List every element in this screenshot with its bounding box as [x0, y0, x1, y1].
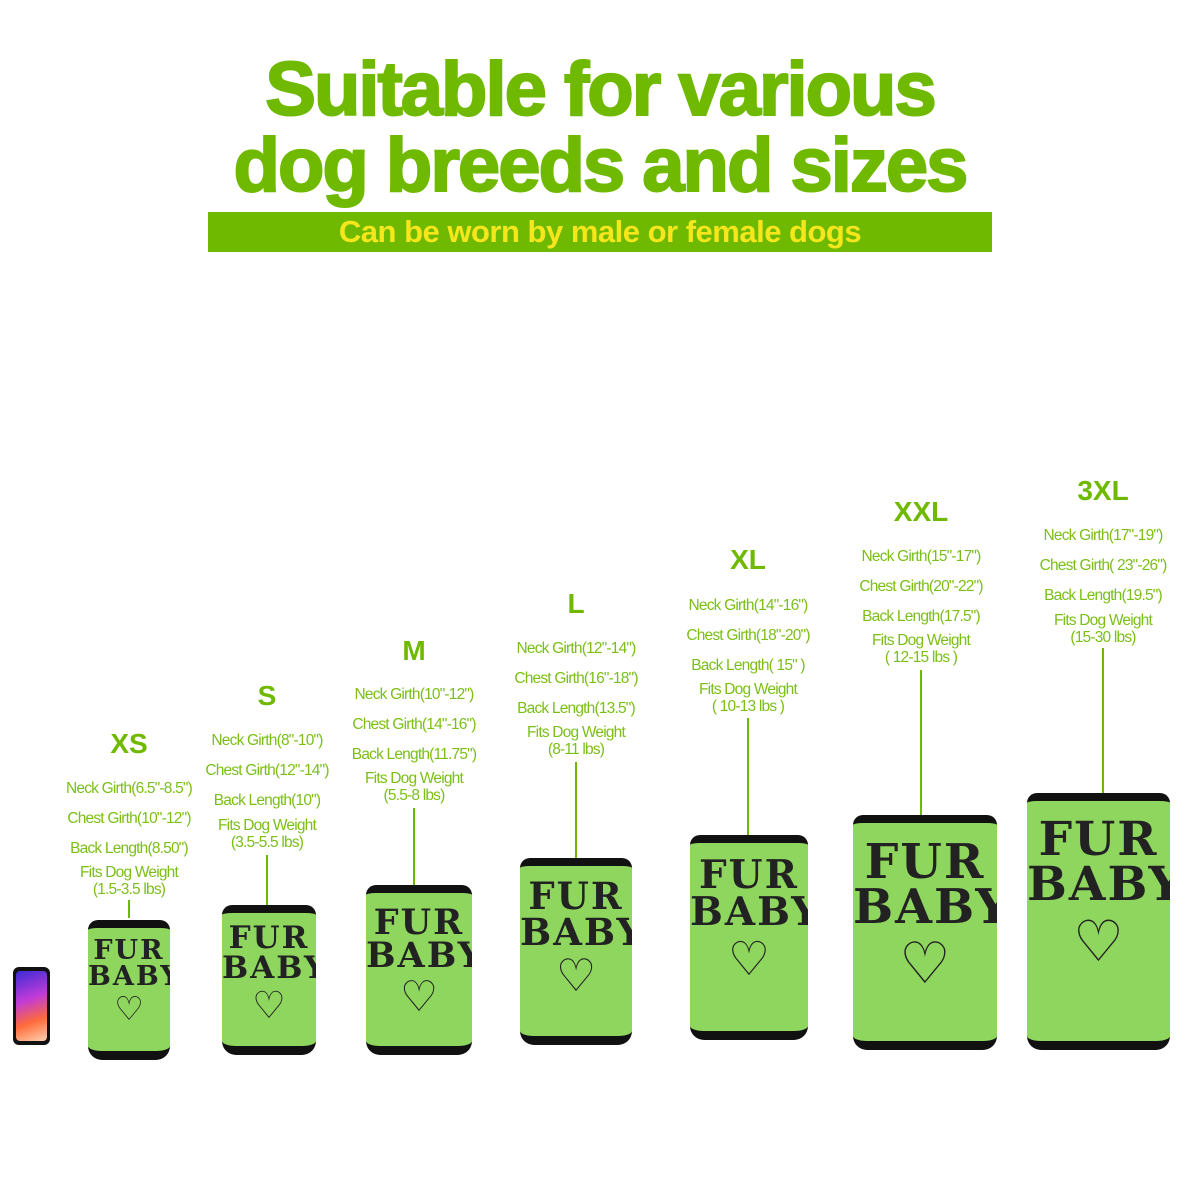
heart-icon: ♡ [899, 932, 951, 997]
neck-girth: Neck Girth(8"-10") [211, 732, 323, 749]
size-label: 3XL [1077, 475, 1129, 506]
pointer-line [128, 900, 130, 918]
phone-scale-reference-icon [13, 967, 50, 1045]
print-line-2: BABY [88, 960, 170, 992]
print-line-1: FUR [528, 874, 624, 919]
print-line-1: FUR [1038, 812, 1159, 868]
weight-range: ( 12-15 lbs ) [884, 649, 958, 666]
back-length: Back Length(8.50") [70, 840, 189, 857]
neck-girth: Neck Girth(15"-17") [861, 548, 982, 565]
weight-label: Fits Dog Weight [699, 681, 798, 698]
back-length: Back Length(11.75") [351, 746, 477, 763]
size-label: S [257, 680, 277, 711]
weight-label: Fits Dog Weight [1054, 612, 1153, 629]
heart-icon: ♡ [1072, 909, 1125, 974]
neck-girth: Neck Girth(14"-16") [688, 597, 809, 614]
chest-girth: Chest Girth(14"-16") [352, 716, 476, 733]
print-line-1: FUR [228, 920, 310, 957]
print-line-1: FUR [699, 852, 799, 899]
pointer-line [920, 670, 922, 817]
back-length: Back Length( 15" ) [691, 657, 805, 674]
back-length: Back Length(10") [213, 792, 321, 809]
back-length: Back Length(17.5") [862, 608, 981, 625]
weight-label: Fits Dog Weight [80, 864, 179, 881]
back-length: Back Length(19.5") [1044, 587, 1163, 604]
print-line-2: BABY [853, 879, 997, 936]
print-line-1: FUR [864, 834, 986, 891]
print-line-2: BABY [520, 909, 632, 954]
print-line-2: BABY [366, 934, 472, 976]
subtitle-banner: Can be worn by male or female dogs [208, 212, 992, 252]
pointer-line [413, 808, 415, 887]
neck-girth: Neck Girth(6.5"-8.5") [66, 780, 193, 797]
weight-label: Fits Dog Weight [365, 770, 464, 787]
weight-label: Fits Dog Weight [872, 632, 971, 649]
chest-girth: Chest Girth(12"-14") [205, 762, 329, 779]
chest-girth: Chest Girth(10"-12") [67, 810, 191, 827]
heart-icon: ♡ [399, 973, 438, 1021]
print-line-2: BABY [690, 889, 808, 936]
size-label: XS [110, 728, 148, 759]
headline-line-2: dog breeds and sizes [233, 123, 970, 208]
neck-girth: Neck Girth(10"-12") [354, 686, 475, 703]
chest-girth: Chest Girth(20"-22") [859, 578, 983, 595]
heart-icon: ♡ [555, 951, 597, 1002]
weight-range: (3.5-5.5 lbs) [230, 834, 304, 851]
weight-range: (5.5-8 lbs) [383, 787, 446, 804]
pointer-line [1102, 648, 1104, 795]
pointer-line [747, 718, 749, 837]
weight-label: Fits Dog Weight [527, 724, 626, 741]
chest-girth: Chest Girth(18"-20") [686, 627, 810, 644]
size-label: XL [730, 544, 766, 575]
back-length: Back Length(13.5") [517, 700, 636, 717]
headline-line-1: Suitable for various [264, 47, 938, 132]
chest-girth: Chest Girth( 23"-26") [1039, 557, 1168, 574]
weight-label: Fits Dog Weight [218, 817, 317, 834]
size-label: XXL [893, 496, 949, 527]
pointer-line [575, 762, 577, 860]
print-line-2: BABY [222, 949, 316, 986]
print-line-1: FUR [373, 901, 465, 943]
pointer-line [266, 855, 268, 907]
print-line-2: BABY [1027, 856, 1170, 912]
heart-icon: ♡ [114, 989, 144, 1027]
print-line-1: FUR [93, 934, 165, 966]
weight-range: ( 10-13 lbs ) [711, 698, 785, 715]
heart-icon: ♡ [727, 932, 771, 986]
heart-icon: ♡ [252, 983, 286, 1026]
weight-range: (15-30 lbs) [1070, 629, 1136, 646]
chest-girth: Chest Girth(16"-18") [514, 670, 638, 687]
weight-range: (8-11 lbs) [547, 741, 605, 758]
neck-girth: Neck Girth(12"-14") [516, 640, 637, 657]
neck-girth: Neck Girth(17"-19") [1043, 527, 1164, 544]
size-label: M [402, 635, 426, 666]
size-label: L [567, 588, 585, 619]
weight-range: (1.5-3.5 lbs) [92, 881, 166, 898]
